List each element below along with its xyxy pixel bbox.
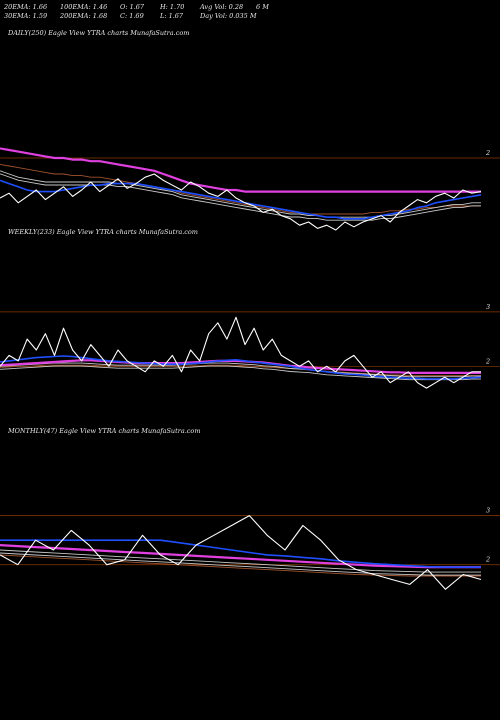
y-tick-label: 2 [485,357,490,365]
stat-ema20: 20EMA: 1.66 [4,3,48,11]
series-line-ema-long [0,544,481,569]
series-line-ema-brown [0,163,481,215]
stat-close: C: 1.69 [120,12,144,20]
series-line-ema-short [0,539,481,568]
daily-panel-title: DAILY(250) Eagle View YTRA charts Munafa… [8,29,190,37]
monthly-panel-title: MONTHLY(47) Eagle View YTRA charts Munaf… [8,427,201,435]
y-tick-label: 3 [486,507,490,515]
series-line-ema-gray [0,170,481,218]
y-tick-label: 3 [486,303,490,311]
stat-avgvol: Avg Vol: 0.28 [200,3,244,11]
weekly-chart-svg: 32 [0,303,500,389]
weekly-panel-title: WEEKLY(233) Eagle View YTRA charts Munaf… [8,228,198,236]
series-line-ema-short [0,179,482,220]
series-line-ema-gray-band [0,552,481,576]
stat-dayvol: Day Vol: 0.035 M [200,12,257,20]
stat-open: O: 1.67 [120,3,145,11]
daily-chart: 2 [0,120,500,260]
stat-low: L: 1.67 [160,12,184,20]
series-line-price [0,515,482,590]
series-line-price [0,316,481,389]
stats-bar: 20EMA: 1.66 100EMA: 1.46 O: 1.67 H: 1.70… [0,0,500,22]
series-line-ema-gray-band [0,365,481,381]
y-tick-label: 2 [485,149,490,157]
stat-high: H: 1.70 [160,3,185,11]
monthly-chart-svg: 32 [0,507,500,590]
stat-ema30: 30EMA: 1.59 [4,12,48,20]
series-line-ema-short [0,355,482,380]
daily-chart-svg: 2 [0,147,500,231]
stat-avgvol-unit: 6 M [256,3,269,11]
series-line-price [0,173,482,231]
series-line-ema-brown [0,364,481,377]
y-tick-label: 2 [485,556,490,564]
stat-ema200: 200EMA: 1.68 [60,12,108,20]
stat-ema100: 100EMA: 1.46 [60,3,108,11]
series-line-ema-gray [0,549,481,573]
series-line-ema-gray-band [0,173,481,221]
series-line-ema-long [0,147,481,193]
series-line-ema-brown [0,554,481,577]
